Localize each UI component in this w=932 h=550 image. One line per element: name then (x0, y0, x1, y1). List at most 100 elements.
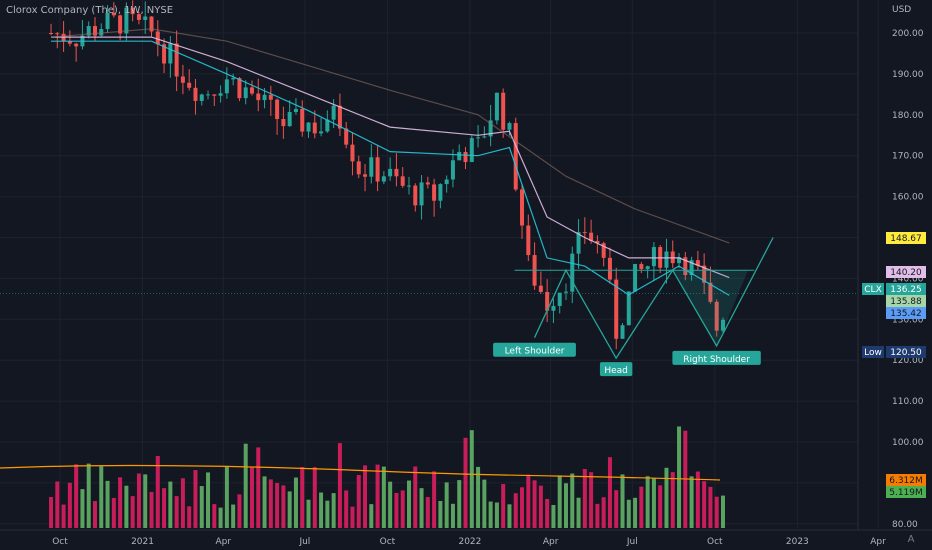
candle-body (419, 182, 424, 206)
candle-body (149, 16, 154, 32)
volume-bar (488, 501, 493, 528)
candle-body (155, 31, 160, 45)
volume-bar (375, 464, 380, 528)
candle-body (74, 43, 79, 47)
candle-body (136, 14, 141, 20)
volume-bar (331, 493, 336, 528)
time-tick-label: Oct (380, 537, 396, 547)
candle-body (67, 41, 72, 44)
candle-body (645, 266, 650, 269)
volume-bar (576, 497, 581, 528)
candle-body (162, 44, 167, 64)
volume-bar (124, 485, 129, 528)
volume-bar (714, 496, 719, 528)
volume-bar (520, 487, 525, 528)
candle-body (99, 29, 104, 36)
candle-body (118, 15, 123, 34)
candle-body (350, 144, 355, 162)
volume-bar (651, 478, 656, 528)
price-label-value: 5.119M (889, 488, 923, 498)
candle-body (576, 232, 581, 254)
ma-line-ema_mid (51, 36, 730, 279)
price-tick-label: 200.00 (892, 29, 924, 39)
candle-body (683, 257, 688, 276)
volume-bar (300, 467, 305, 528)
candle-body (639, 264, 644, 269)
volume-bar (670, 472, 675, 528)
volume-bar (501, 484, 506, 528)
price-label-value: 135.42 (890, 309, 922, 319)
pattern-label-bg (493, 342, 576, 357)
price-label-bg (886, 346, 926, 358)
candle-body (476, 137, 481, 139)
candle-body (143, 16, 148, 20)
candle-body (526, 225, 531, 256)
candle-body (501, 92, 506, 130)
pattern-label-bg (672, 350, 761, 365)
candle-body (394, 168, 399, 177)
candle-body (720, 319, 725, 331)
volume-bar (507, 504, 512, 528)
volume-bar (589, 472, 594, 528)
volume-bar (689, 476, 694, 528)
price-tick-label: 160.00 (892, 193, 924, 203)
candle-body (695, 260, 700, 266)
candle-body (105, 12, 110, 30)
time-tick-label: Oct (707, 537, 723, 547)
candle-body (325, 119, 330, 132)
volume-bar (168, 481, 173, 528)
ma-line-ema_fast (51, 40, 730, 296)
volume-bar (601, 497, 606, 528)
volume-bar (337, 443, 342, 528)
volume-bar (256, 447, 261, 528)
volume-bar (369, 504, 374, 528)
volume-bar (149, 491, 154, 528)
volume-bar (180, 478, 185, 528)
auto-scale-icon[interactable]: A (907, 534, 915, 545)
volume-bar (677, 426, 682, 528)
volume-bar (319, 492, 324, 528)
candle-body (281, 118, 286, 127)
price-tick-label: 140.00 (892, 274, 924, 284)
volume-bar (463, 437, 468, 528)
candle-body (381, 176, 386, 182)
candle-body (633, 264, 638, 292)
volume-bar (199, 486, 204, 528)
candle-body (363, 174, 368, 177)
candle-body (256, 93, 261, 101)
volume-bar (80, 489, 85, 528)
volume-bar (582, 468, 587, 528)
price-tick-label: 100.00 (892, 438, 924, 448)
price-tick-label: 180.00 (892, 111, 924, 121)
volume-bar (212, 504, 217, 528)
volume-bar (394, 492, 399, 528)
volume-bar (545, 498, 550, 528)
candle-body (425, 182, 430, 185)
candle-body (551, 306, 556, 311)
candle-body (55, 33, 60, 35)
volume-bar (695, 471, 700, 528)
candle-body (356, 161, 361, 175)
price-label-bg (886, 486, 926, 498)
volume-bar (563, 483, 568, 528)
volume-bar (99, 466, 104, 528)
candle-body (702, 265, 707, 283)
candle-body (595, 240, 600, 244)
pattern-line (533, 237, 774, 360)
candle-body (582, 232, 587, 234)
volume-bar (551, 504, 556, 528)
volume-bar (111, 497, 116, 528)
candle-body (168, 43, 173, 64)
price-tick-label: 130.00 (892, 315, 924, 325)
volume-bar (268, 479, 273, 528)
price-label-value: 6.312M (889, 476, 923, 486)
time-tick-label: Apr (215, 537, 231, 547)
volume-bar (55, 481, 60, 528)
ma-line-ema_slow (50, 28, 730, 244)
price-label-value: 148.67 (890, 234, 922, 244)
volume-bar (224, 466, 229, 528)
volume-bar (231, 504, 236, 528)
volume-bar (595, 503, 600, 528)
volume-bar (243, 443, 248, 528)
